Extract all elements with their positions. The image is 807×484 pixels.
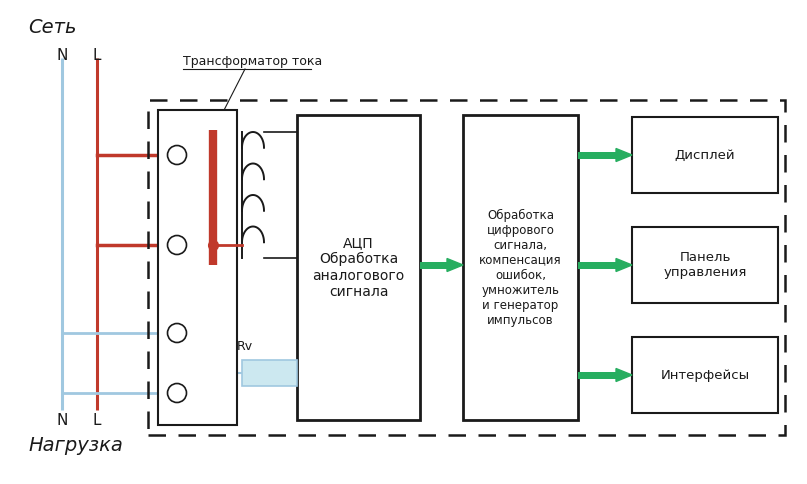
Text: Трансформатор тока: Трансформатор тока — [183, 55, 322, 68]
Bar — [632, 117, 778, 193]
Text: L: L — [93, 48, 101, 63]
Text: Интерфейсы: Интерфейсы — [660, 368, 750, 381]
Circle shape — [168, 146, 186, 165]
Text: Нагрузка: Нагрузка — [28, 436, 123, 455]
Polygon shape — [447, 258, 463, 272]
Bar — [158, 110, 237, 425]
Bar — [463, 115, 578, 420]
Polygon shape — [616, 258, 632, 272]
Circle shape — [168, 236, 186, 255]
Text: L: L — [93, 413, 101, 428]
Bar — [420, 261, 447, 269]
Text: N: N — [56, 48, 68, 63]
Bar — [632, 337, 778, 413]
Text: Панель
управления: Панель управления — [663, 251, 746, 279]
Text: Сеть: Сеть — [28, 18, 77, 37]
Text: Rv: Rv — [237, 340, 253, 353]
Circle shape — [168, 383, 186, 403]
Bar — [632, 227, 778, 303]
Bar — [148, 100, 785, 435]
Bar — [297, 115, 420, 420]
Polygon shape — [616, 368, 632, 381]
Bar — [578, 261, 616, 269]
Text: Дисплей: Дисплей — [675, 149, 735, 162]
Bar — [578, 151, 616, 158]
Circle shape — [168, 323, 186, 343]
Polygon shape — [616, 149, 632, 162]
Text: Обработка
цифрового
сигнала,
компенсация
ошибок,
умножитель
и генератор
импульсо: Обработка цифрового сигнала, компенсация… — [479, 209, 562, 327]
Text: N: N — [56, 413, 68, 428]
Bar — [578, 372, 616, 378]
Text: АЦП
Обработка
аналогового
сигнала: АЦП Обработка аналогового сигнала — [312, 236, 404, 299]
Bar — [242, 360, 297, 386]
